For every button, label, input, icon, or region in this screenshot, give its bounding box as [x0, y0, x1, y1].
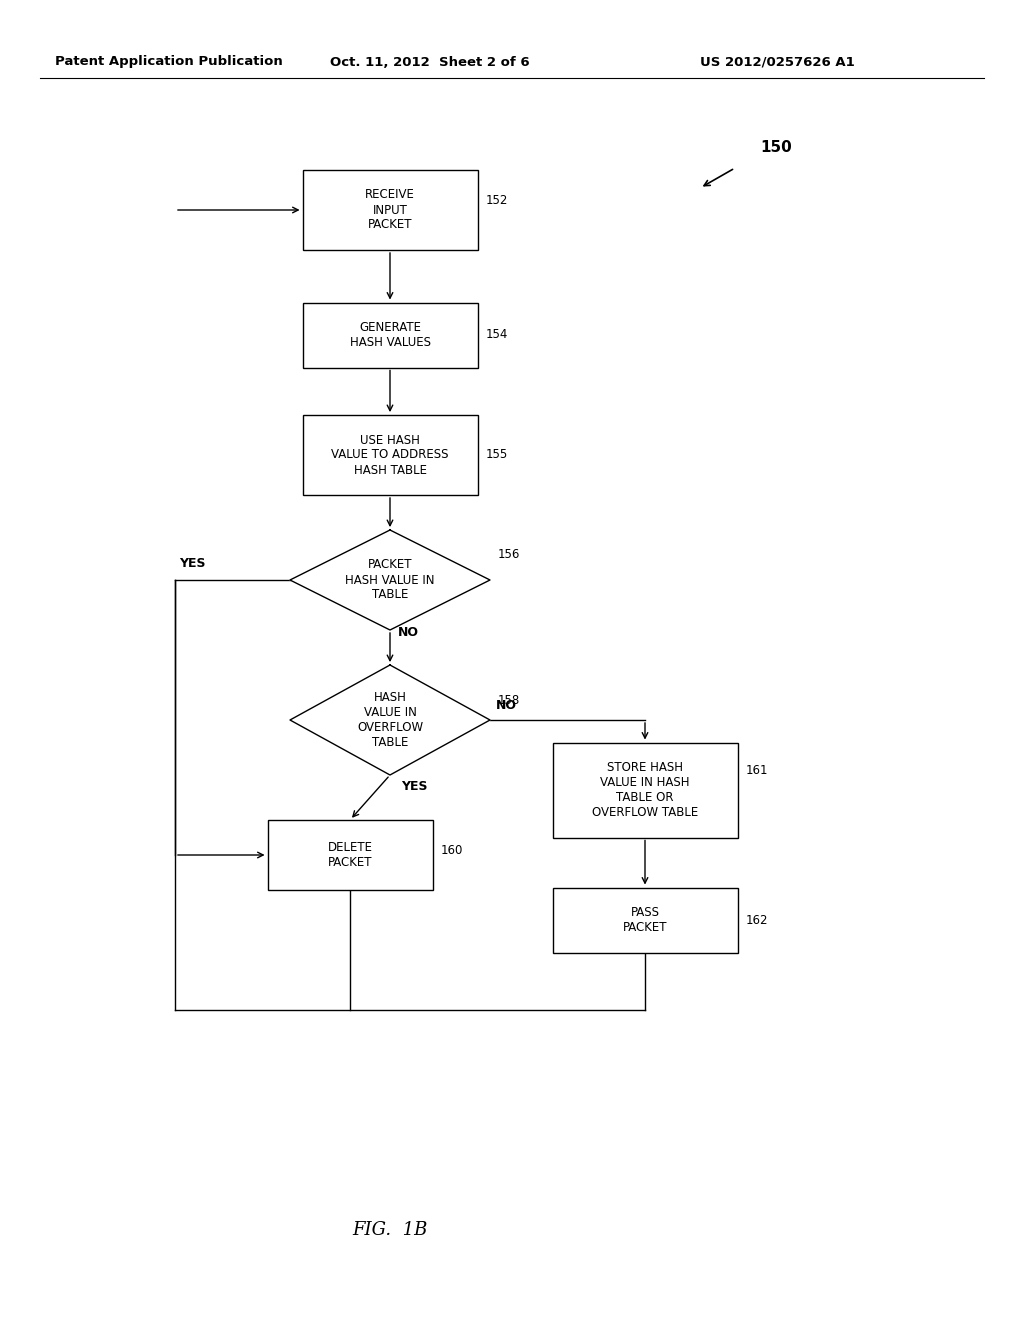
- Text: HASH
VALUE IN
OVERFLOW
TABLE: HASH VALUE IN OVERFLOW TABLE: [357, 690, 423, 748]
- FancyBboxPatch shape: [553, 887, 737, 953]
- Text: 152: 152: [485, 194, 508, 206]
- Text: 158: 158: [498, 693, 520, 706]
- Text: DELETE
PACKET: DELETE PACKET: [328, 841, 373, 869]
- Text: PASS
PACKET: PASS PACKET: [623, 906, 668, 935]
- Text: 154: 154: [485, 329, 508, 342]
- Text: STORE HASH
VALUE IN HASH
TABLE OR
OVERFLOW TABLE: STORE HASH VALUE IN HASH TABLE OR OVERFL…: [592, 762, 698, 818]
- Polygon shape: [290, 665, 490, 775]
- Text: PACKET
HASH VALUE IN
TABLE: PACKET HASH VALUE IN TABLE: [345, 558, 435, 602]
- FancyBboxPatch shape: [302, 302, 477, 367]
- Text: USE HASH
VALUE TO ADDRESS
HASH TABLE: USE HASH VALUE TO ADDRESS HASH TABLE: [331, 433, 449, 477]
- Text: RECEIVE
INPUT
PACKET: RECEIVE INPUT PACKET: [366, 189, 415, 231]
- Text: 162: 162: [745, 913, 768, 927]
- Text: 150: 150: [760, 140, 792, 156]
- Text: Oct. 11, 2012  Sheet 2 of 6: Oct. 11, 2012 Sheet 2 of 6: [330, 55, 529, 69]
- FancyBboxPatch shape: [553, 742, 737, 837]
- Text: YES: YES: [179, 557, 206, 570]
- Text: Patent Application Publication: Patent Application Publication: [55, 55, 283, 69]
- FancyBboxPatch shape: [267, 820, 432, 890]
- FancyBboxPatch shape: [302, 170, 477, 249]
- Text: NO: NO: [398, 627, 419, 639]
- Text: FIG.  1B: FIG. 1B: [352, 1221, 428, 1239]
- Text: 160: 160: [440, 843, 463, 857]
- Text: 155: 155: [485, 449, 508, 462]
- Text: 161: 161: [745, 763, 768, 776]
- Text: 156: 156: [498, 549, 520, 561]
- Text: NO: NO: [496, 700, 517, 711]
- Text: YES: YES: [401, 780, 427, 792]
- FancyBboxPatch shape: [302, 414, 477, 495]
- Polygon shape: [290, 531, 490, 630]
- Text: GENERATE
HASH VALUES: GENERATE HASH VALUES: [349, 321, 430, 348]
- Text: US 2012/0257626 A1: US 2012/0257626 A1: [700, 55, 855, 69]
